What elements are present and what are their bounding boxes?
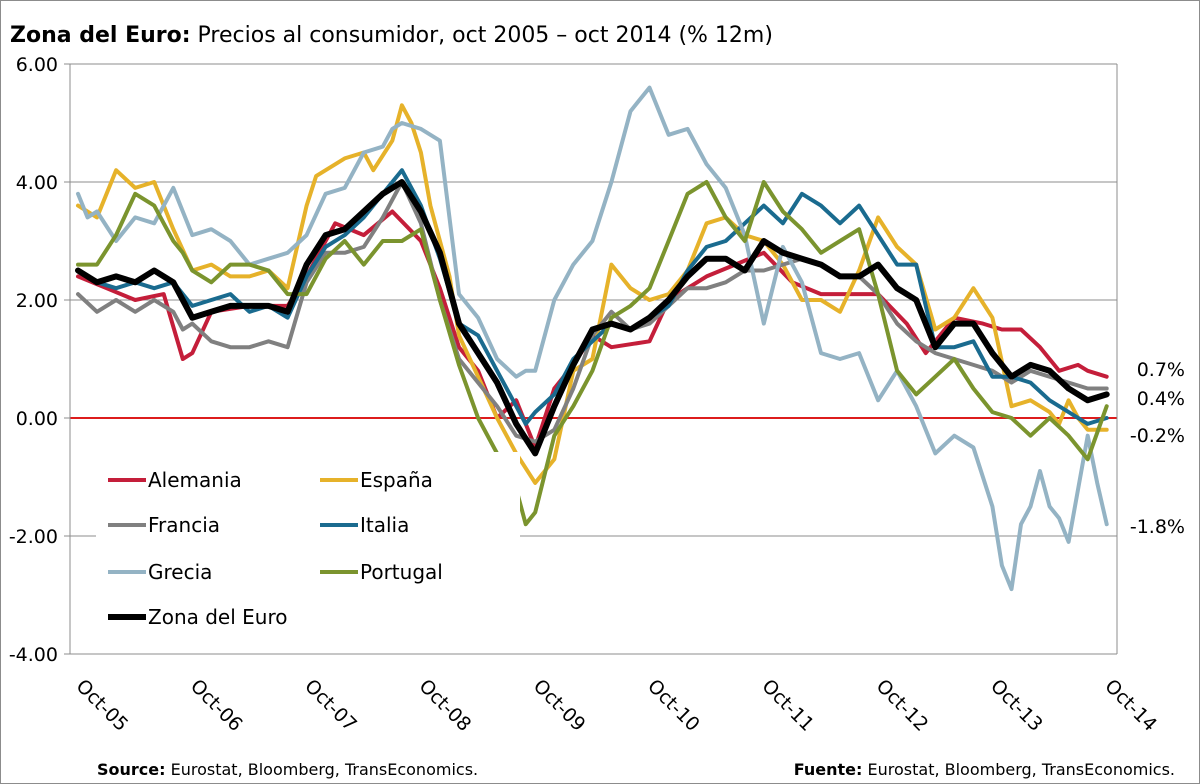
series-line-grecia bbox=[76, 85, 1109, 592]
legend-label: Alemania bbox=[148, 468, 242, 492]
x-tick-label: Oct-09 bbox=[529, 675, 590, 736]
legend-label: Portugal bbox=[360, 560, 443, 584]
legend-label: Italia bbox=[360, 513, 409, 537]
legend-label: España bbox=[360, 468, 433, 492]
x-tick-label: Oct-14 bbox=[1100, 675, 1161, 736]
end-value-label: -0.2% bbox=[1130, 425, 1185, 447]
legend: Alemania España Francia Italia Grecia Portuga… bbox=[108, 468, 443, 629]
x-tick-label: Oct-05 bbox=[72, 675, 133, 736]
source-left-rest: Eurostat, Bloomberg, TransEconomics. bbox=[166, 760, 479, 779]
y-tick-label: 6.00 bbox=[16, 54, 58, 76]
y-tick-label: -2.00 bbox=[9, 526, 58, 548]
x-axis: Oct-05 Oct-06 Oct-07 Oct-08 Oct-09 Oct-10 Oct-… bbox=[72, 675, 1161, 736]
series-line-zona-del-euro bbox=[75, 179, 1110, 457]
series-line-italia bbox=[76, 168, 1109, 426]
x-tick-label: Oct-06 bbox=[186, 675, 247, 736]
x-tick-label: Oct-08 bbox=[415, 675, 476, 736]
legend-label: Francia bbox=[148, 513, 220, 537]
legend-label: Grecia bbox=[148, 560, 212, 584]
y-axis: -4.00 -2.00 0.00 2.00 4.00 6.00 bbox=[9, 54, 71, 666]
legend-background bbox=[96, 452, 520, 640]
series-line-francia bbox=[76, 180, 1109, 444]
source-left: Source: Eurostat, Bloomberg, TransEconom… bbox=[97, 760, 478, 779]
series-line-portugal bbox=[76, 180, 1109, 527]
end-value-label: -1.8% bbox=[1130, 516, 1185, 538]
x-tick-label: Oct-07 bbox=[300, 675, 361, 736]
source-right-bold: Fuente: bbox=[794, 760, 863, 779]
legend-label: Zona del Euro bbox=[148, 605, 287, 629]
chart-title: Zona del Euro: Precios al consumidor, oc… bbox=[10, 23, 773, 48]
source-right: Fuente: Eurostat, Bloomberg, TransEconom… bbox=[794, 760, 1175, 779]
y-tick-label: 0.00 bbox=[16, 408, 58, 430]
y-tick-label: -4.00 bbox=[9, 644, 58, 666]
x-tick-label: Oct-12 bbox=[872, 675, 933, 736]
source-right-rest: Eurostat, Bloomberg, TransEconomics. bbox=[862, 760, 1175, 779]
end-value-label: 0.4% bbox=[1137, 388, 1185, 410]
end-labels: 0.7% 0.4% -0.2% -1.8% bbox=[1130, 359, 1185, 538]
source-left-bold: Source: bbox=[97, 760, 166, 779]
y-tick-label: 2.00 bbox=[16, 290, 58, 312]
title-bold-part: Zona del Euro: bbox=[10, 23, 191, 48]
x-tick-label: Oct-11 bbox=[757, 675, 818, 736]
x-tick-label: Oct-13 bbox=[986, 675, 1047, 736]
x-tick-label: Oct-10 bbox=[643, 675, 704, 736]
end-value-label: 0.7% bbox=[1137, 359, 1185, 381]
series-lines bbox=[75, 85, 1110, 592]
title-rest-part: Precios al consumidor, oct 2005 – oct 20… bbox=[191, 23, 773, 48]
y-tick-label: 4.00 bbox=[16, 172, 58, 194]
